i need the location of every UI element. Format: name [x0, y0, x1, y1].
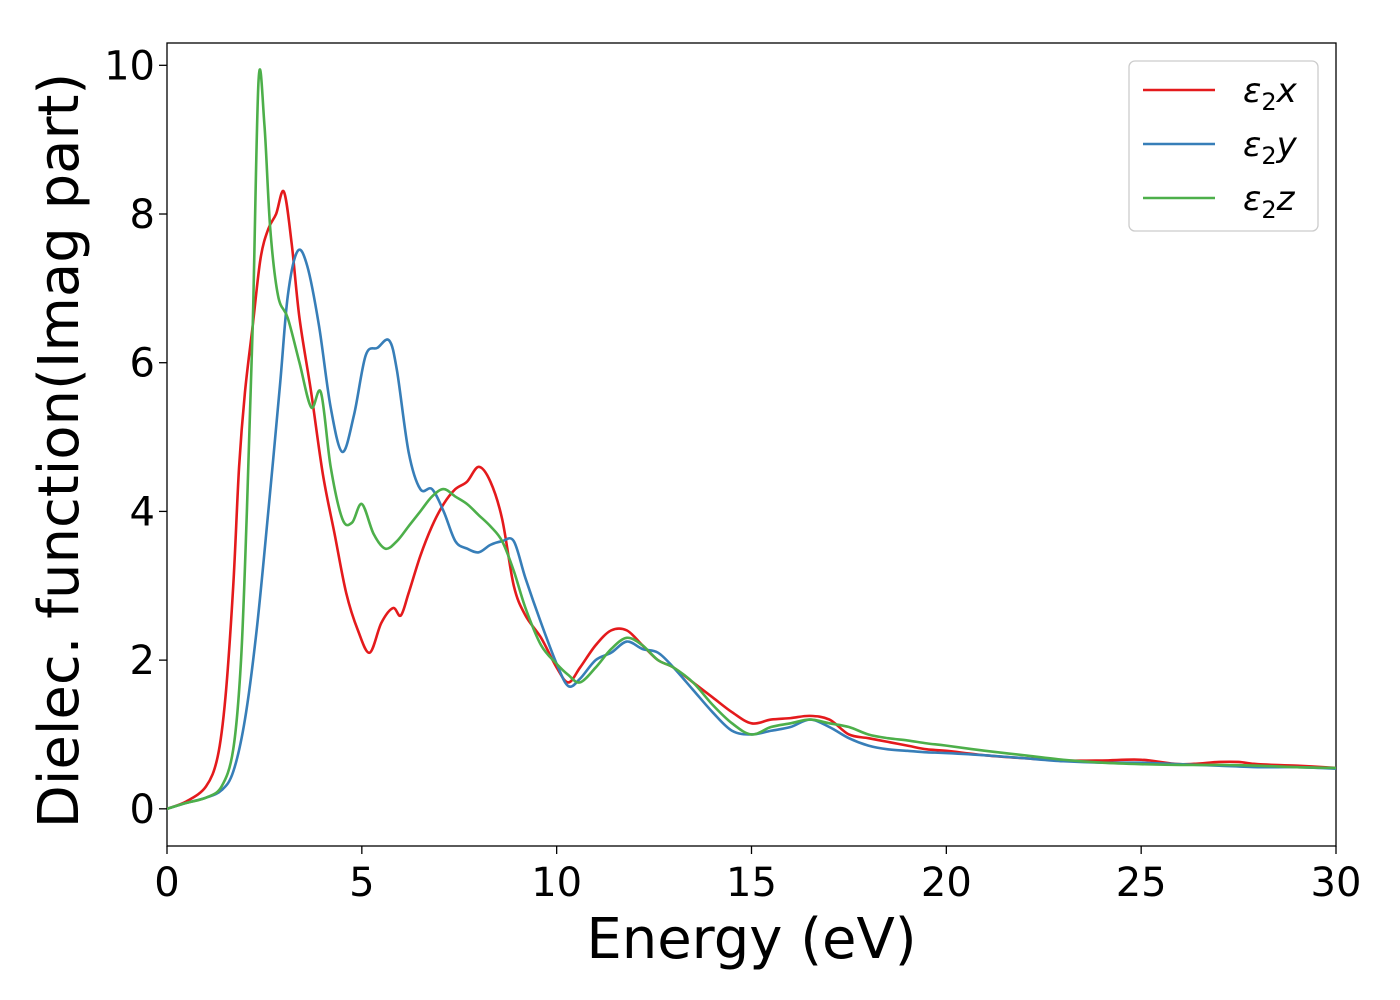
legend-label-var: y [1276, 125, 1298, 165]
legend-label-base: ε [1243, 125, 1261, 165]
legend-label-sub: 2 [1261, 88, 1276, 116]
series-line-y [167, 248, 1336, 811]
x-tick-label: 25 [1116, 860, 1167, 906]
x-tick-label: 10 [531, 860, 582, 906]
y-tick-label: 4 [130, 489, 155, 535]
series-line-x [167, 189, 1336, 811]
legend-label-sub: 2 [1261, 196, 1276, 224]
x-tick-label: 0 [154, 860, 179, 906]
legend-label-sub: 2 [1261, 142, 1276, 170]
legend-label-x: ε2x [1243, 71, 1298, 116]
x-tick-label: 15 [726, 860, 777, 906]
legend-box [1128, 60, 1319, 232]
legend-label-z: ε2z [1243, 179, 1296, 224]
y-tick-label: 8 [130, 192, 155, 238]
y-axis-ticks: 0 2 4 6 8 10 [104, 43, 167, 833]
legend-label-base: ε [1243, 179, 1261, 219]
y-tick-label: 10 [104, 43, 155, 89]
x-tick-label: 30 [1311, 860, 1362, 906]
y-tick-label: 2 [130, 638, 155, 684]
legend-label-var: x [1276, 71, 1298, 111]
y-tick-label: 0 [130, 787, 155, 833]
legend-label-y: ε2y [1243, 125, 1298, 170]
legend-label-base: ε [1243, 71, 1261, 111]
x-axis-label: Energy (eV) [586, 907, 916, 972]
y-axis-label: Dielec. function(Imag part) [27, 73, 92, 829]
x-axis-ticks: 0 5 10 15 20 25 30 [154, 846, 1361, 906]
series-line-z [167, 68, 1336, 811]
series-layer [167, 68, 1336, 811]
y-tick-label: 6 [130, 341, 155, 387]
x-tick-label: 20 [921, 860, 972, 906]
x-tick-label: 5 [349, 860, 374, 906]
legend-label-var: z [1276, 179, 1296, 219]
